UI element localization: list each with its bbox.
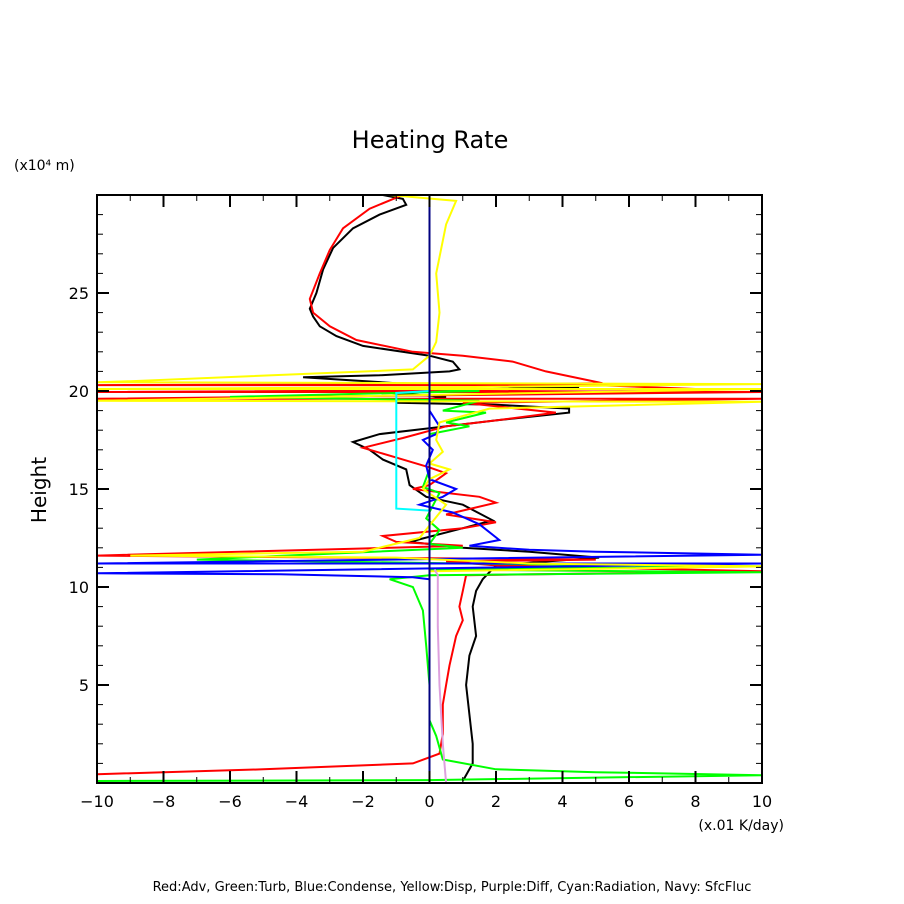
y-tick-label: 5 <box>79 676 89 695</box>
x-tick-label: −6 <box>218 792 242 811</box>
x-tick-label: −8 <box>152 792 176 811</box>
x-tick-label: 4 <box>557 792 567 811</box>
x-tick-label: −4 <box>285 792 309 811</box>
series-line-5 <box>433 568 448 783</box>
y-unit-label: (x10⁴ m) <box>14 158 75 174</box>
y-tick-label: 25 <box>69 284 89 303</box>
y-axis-label: Height <box>27 457 51 523</box>
chart-title: Heating Rate <box>352 126 509 154</box>
x-tick-label: 8 <box>690 792 700 811</box>
axes-layer: −10 −8 −6 −4 −2 0 2 4 6 8 10 5 10 15 20 25 <box>69 194 772 811</box>
series-line-4 <box>97 195 762 576</box>
x-tick-label: 6 <box>624 792 634 811</box>
y-tick-label: 15 <box>69 480 89 499</box>
x-tick-label: −10 <box>80 792 114 811</box>
x-tick-label: 2 <box>491 792 501 811</box>
x-tick-label: 10 <box>752 792 772 811</box>
y-tick-label: 20 <box>69 382 89 401</box>
legend-text: Red:Adv, Green:Turb, Blue:Condense, Yell… <box>153 880 752 895</box>
y-tick-label: 10 <box>69 578 89 597</box>
x-tick-label: 0 <box>424 792 434 811</box>
x-axis-label: (x.01 K/day) <box>698 818 784 834</box>
series-line-6 <box>395 390 430 512</box>
x-tick-label: −2 <box>351 792 375 811</box>
series-layer <box>97 195 762 783</box>
